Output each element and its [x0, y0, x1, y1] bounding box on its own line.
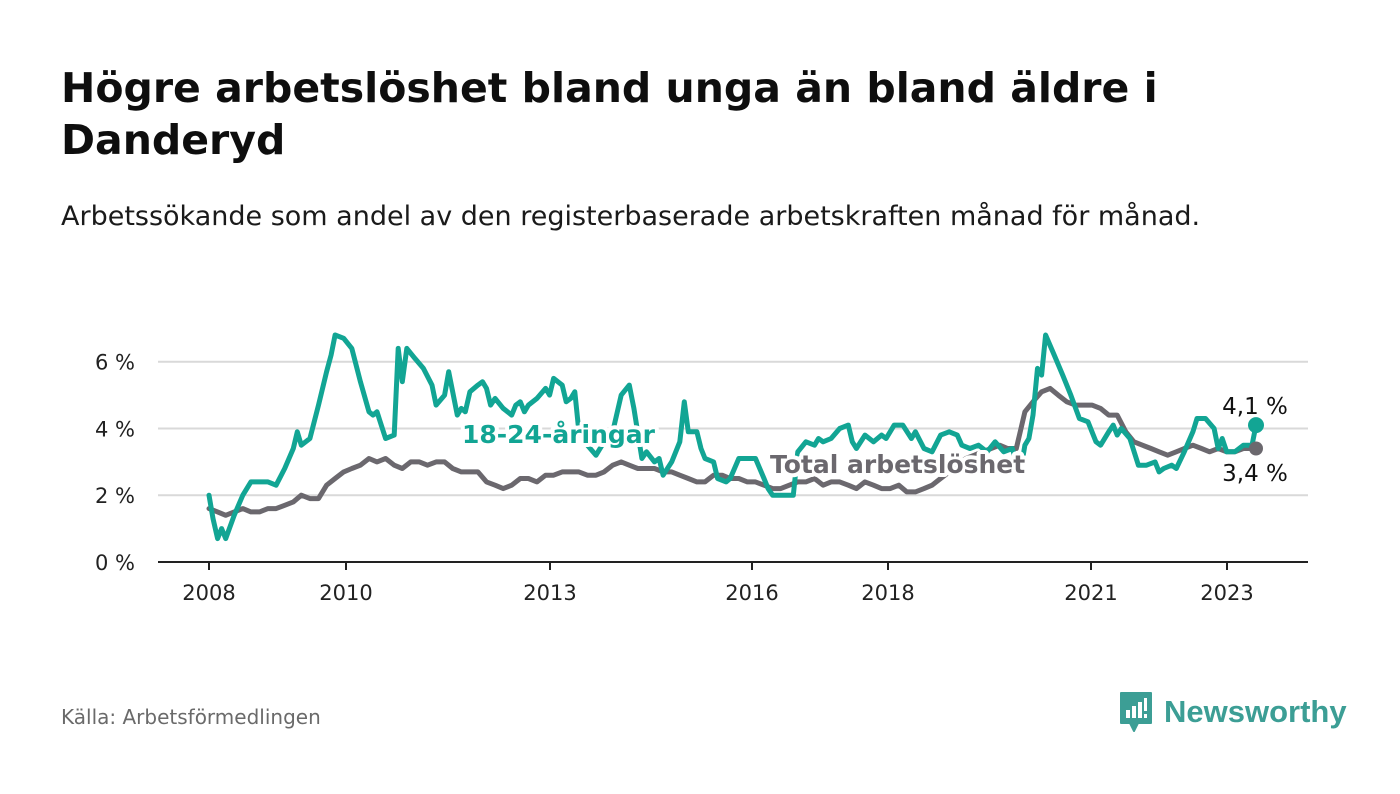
- end-point-total: [1249, 441, 1263, 456]
- series-label-total: Total arbetslöshet: [770, 450, 1025, 479]
- end-point-youth: [1248, 417, 1264, 434]
- source-note: Källa: Arbetsförmedlingen: [61, 705, 321, 729]
- y-tick-label: 6 %: [95, 351, 135, 375]
- x-tick-label: 2016: [725, 581, 778, 605]
- x-tick-label: 2018: [861, 581, 914, 605]
- chart-subtitle: Arbetssökande som andel av den registerb…: [61, 201, 1201, 232]
- newsworthy-logo: Newsworthy: [1118, 690, 1347, 734]
- y-tick-label: 2 %: [95, 484, 135, 508]
- brand-name: Newsworthy: [1164, 694, 1347, 729]
- newsworthy-logo-icon: [1120, 692, 1152, 732]
- x-axis: 2008 2010 2013 2016 2018 2021 2023: [158, 561, 1308, 605]
- x-tick-label: 2008: [182, 581, 235, 605]
- end-label-total: 3,4 %: [1222, 461, 1288, 487]
- series-label-youth: 18-24-åringar: [462, 420, 656, 449]
- x-tick-label: 2013: [523, 581, 576, 605]
- series-line-youth: [206, 332, 1259, 542]
- series-lines: [206, 332, 1264, 542]
- chart-title: Högre arbetslöshet bland unga än bland ä…: [61, 64, 1158, 164]
- x-tick-label: 2023: [1200, 581, 1253, 605]
- y-tick-label: 0 %: [95, 551, 135, 575]
- x-tick-label: 2010: [319, 581, 372, 605]
- x-tick-label: 2021: [1064, 581, 1117, 605]
- series-label-youth-halo: 18-24-åringar: [462, 420, 656, 449]
- y-axis-ticks: 0 % 2 % 4 % 6 %: [95, 351, 135, 575]
- series-label-total-halo: Total arbetslöshet: [770, 450, 1025, 479]
- end-label-youth: 4,1 %: [1222, 394, 1288, 420]
- y-tick-label: 4 %: [95, 417, 135, 441]
